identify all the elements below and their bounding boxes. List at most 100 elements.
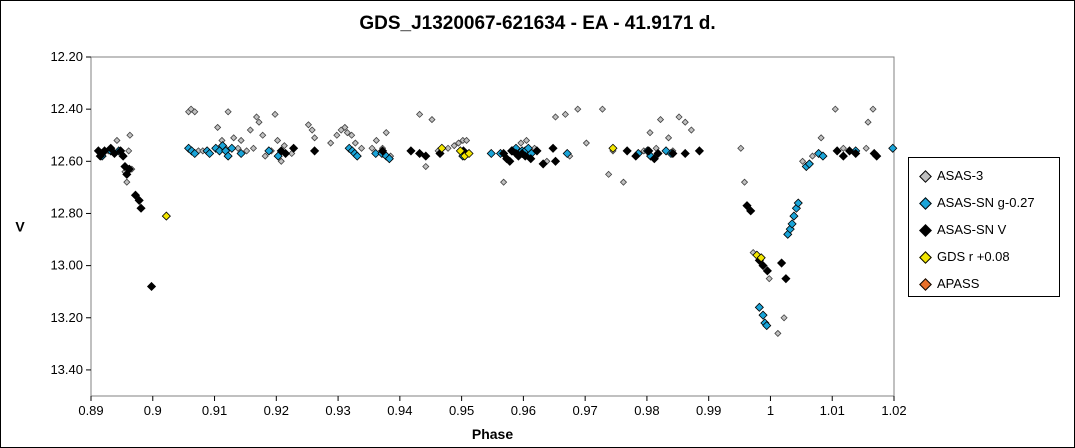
x-tick-label: 0.9 (144, 403, 162, 418)
y-tick-label: 13.40 (50, 362, 83, 377)
x-tick-label: 0.92 (264, 403, 289, 418)
data-point-asas-3 (561, 110, 569, 118)
data-point-asas-sn-g-0-27 (754, 302, 764, 312)
data-point-asas-sn-g-0-27 (804, 159, 814, 169)
x-tick-label: 1.02 (881, 403, 906, 418)
data-point-asas-sn-g-0-27 (371, 148, 381, 159)
data-point-asas-3 (246, 126, 254, 134)
y-tick-label: 13.00 (50, 258, 83, 273)
data-point-asas-3 (780, 314, 788, 322)
data-point-asas-sn-v (532, 146, 542, 156)
legend-label: GDS r +0.08 (937, 249, 1010, 264)
data-point-asas-3 (422, 162, 430, 171)
data-point-asas-3 (280, 142, 288, 150)
data-point-asas-3 (243, 147, 251, 155)
x-tick-label: 0.99 (696, 403, 721, 418)
data-point-asas-3 (273, 136, 282, 145)
data-point-asas-sn-g-0-27 (793, 198, 803, 208)
data-point-asas-sn-g-0-27 (236, 148, 246, 159)
data-point-asas-sn-v (844, 146, 855, 156)
data-point-asas-3 (817, 134, 825, 142)
data-point-asas-3 (740, 178, 749, 186)
data-point-asas-sn-g-0-27 (264, 146, 274, 156)
data-point-asas-sn-g-0-27 (223, 151, 233, 161)
legend-item: APASS (909, 275, 1059, 295)
legend-item: ASAS-SN V (909, 221, 1059, 241)
data-point-asas-3 (126, 131, 134, 139)
data-point-asas-sn-g-0-27 (758, 310, 768, 320)
legend-marker (919, 197, 932, 210)
data-point-asas-3 (191, 108, 199, 116)
data-point-asas-3 (343, 129, 351, 137)
data-point-asas-sn-v (415, 148, 425, 159)
legend-item: ASAS-SN g-0.27 (909, 194, 1059, 214)
data-point-asas-3 (311, 134, 319, 142)
data-point-asas-3 (582, 139, 590, 147)
data-point-asas-sn-v (781, 274, 791, 284)
data-point-asas-sn-v (851, 148, 861, 159)
data-point-asas-sn-v (668, 148, 678, 159)
y-tick-label: 12.60 (50, 153, 83, 168)
data-point-asas-3 (252, 113, 261, 121)
data-point-asas-sn-v (118, 151, 128, 161)
data-point-asas-sn-v (109, 148, 120, 159)
data-point-asas-sn-v (742, 201, 752, 211)
data-point-asas-sn-v (406, 146, 416, 156)
legend-label: ASAS-SN g-0.27 (937, 195, 1035, 210)
data-point-asas-3 (619, 178, 628, 186)
data-point-asas-3 (574, 105, 582, 113)
data-point-asas-sn-g-0-27 (818, 151, 828, 161)
data-point-gds-r-0-08 (455, 146, 465, 156)
chart-title: GDS_J1320067-621634 - EA - 41.9171 d. (359, 13, 716, 34)
data-point-asas-3 (261, 152, 269, 160)
data-point-asas-sn-v (120, 161, 130, 172)
legend-item: GDS r +0.08 (909, 248, 1059, 268)
data-point-asas-sn-v (505, 156, 515, 166)
x-tick-label: 0.94 (387, 403, 412, 418)
data-point-asas-3 (454, 139, 463, 147)
data-point-gds-r-0-08 (161, 211, 171, 221)
data-point-gds-r-0-08 (608, 143, 618, 153)
data-point-asas-3 (308, 126, 316, 134)
legend-marker (919, 251, 932, 264)
data-point-asas-3 (125, 147, 133, 155)
data-point-asas-3 (372, 136, 380, 145)
y-tick-label: 12.80 (50, 205, 83, 220)
data-point-asas-3 (341, 123, 349, 131)
data-point-asas-sn-v (538, 159, 548, 169)
data-point-asas-3 (450, 142, 458, 150)
data-point-asas-sn-v (838, 151, 848, 161)
data-point-asas-3 (255, 118, 263, 126)
data-point-asas-sn-v (622, 146, 632, 156)
data-point-asas-3 (864, 118, 872, 126)
chart-legend: ASAS-3 ASAS-SN g-0.27 ASAS-SN V GDS r +0.08… (908, 157, 1060, 297)
data-point-asas-3 (808, 152, 817, 160)
x-tick-label: 1 (767, 403, 774, 418)
data-point-asas-sn-g-0-27 (384, 154, 394, 164)
y-tick-label: 12.20 (50, 49, 83, 64)
x-tick-label: 0.98 (634, 403, 659, 418)
data-point-asas-sn-g-0-27 (888, 143, 898, 153)
data-point-asas-sn-g-0-27 (787, 219, 797, 229)
data-point-asas-sn-v (631, 151, 641, 161)
data-point-asas-sn-v (134, 195, 144, 205)
data-point-asas-3 (357, 144, 366, 152)
data-point-asas-3 (765, 275, 773, 283)
data-point-gds-r-0-08 (464, 148, 474, 159)
data-point-asas-sn-v (653, 148, 663, 159)
x-tick-label: 0.97 (572, 403, 597, 418)
legend-label: ASAS-3 (937, 168, 984, 183)
data-point-asas-3 (230, 134, 238, 142)
data-point-asas-3 (687, 126, 695, 134)
data-point-asas-sn-v (758, 261, 768, 271)
x-tick-label: 0.89 (78, 403, 103, 418)
data-point-asas-sn-v (680, 148, 690, 159)
plot-area (90, 56, 895, 397)
data-point-asas-3 (646, 129, 654, 137)
data-point-asas-3 (277, 157, 285, 165)
data-point-gds-r-0-08 (437, 143, 447, 153)
x-axis-title: Phase (472, 426, 513, 442)
data-point-asas-sn-v (281, 148, 291, 159)
data-point-asas-3 (382, 129, 390, 137)
